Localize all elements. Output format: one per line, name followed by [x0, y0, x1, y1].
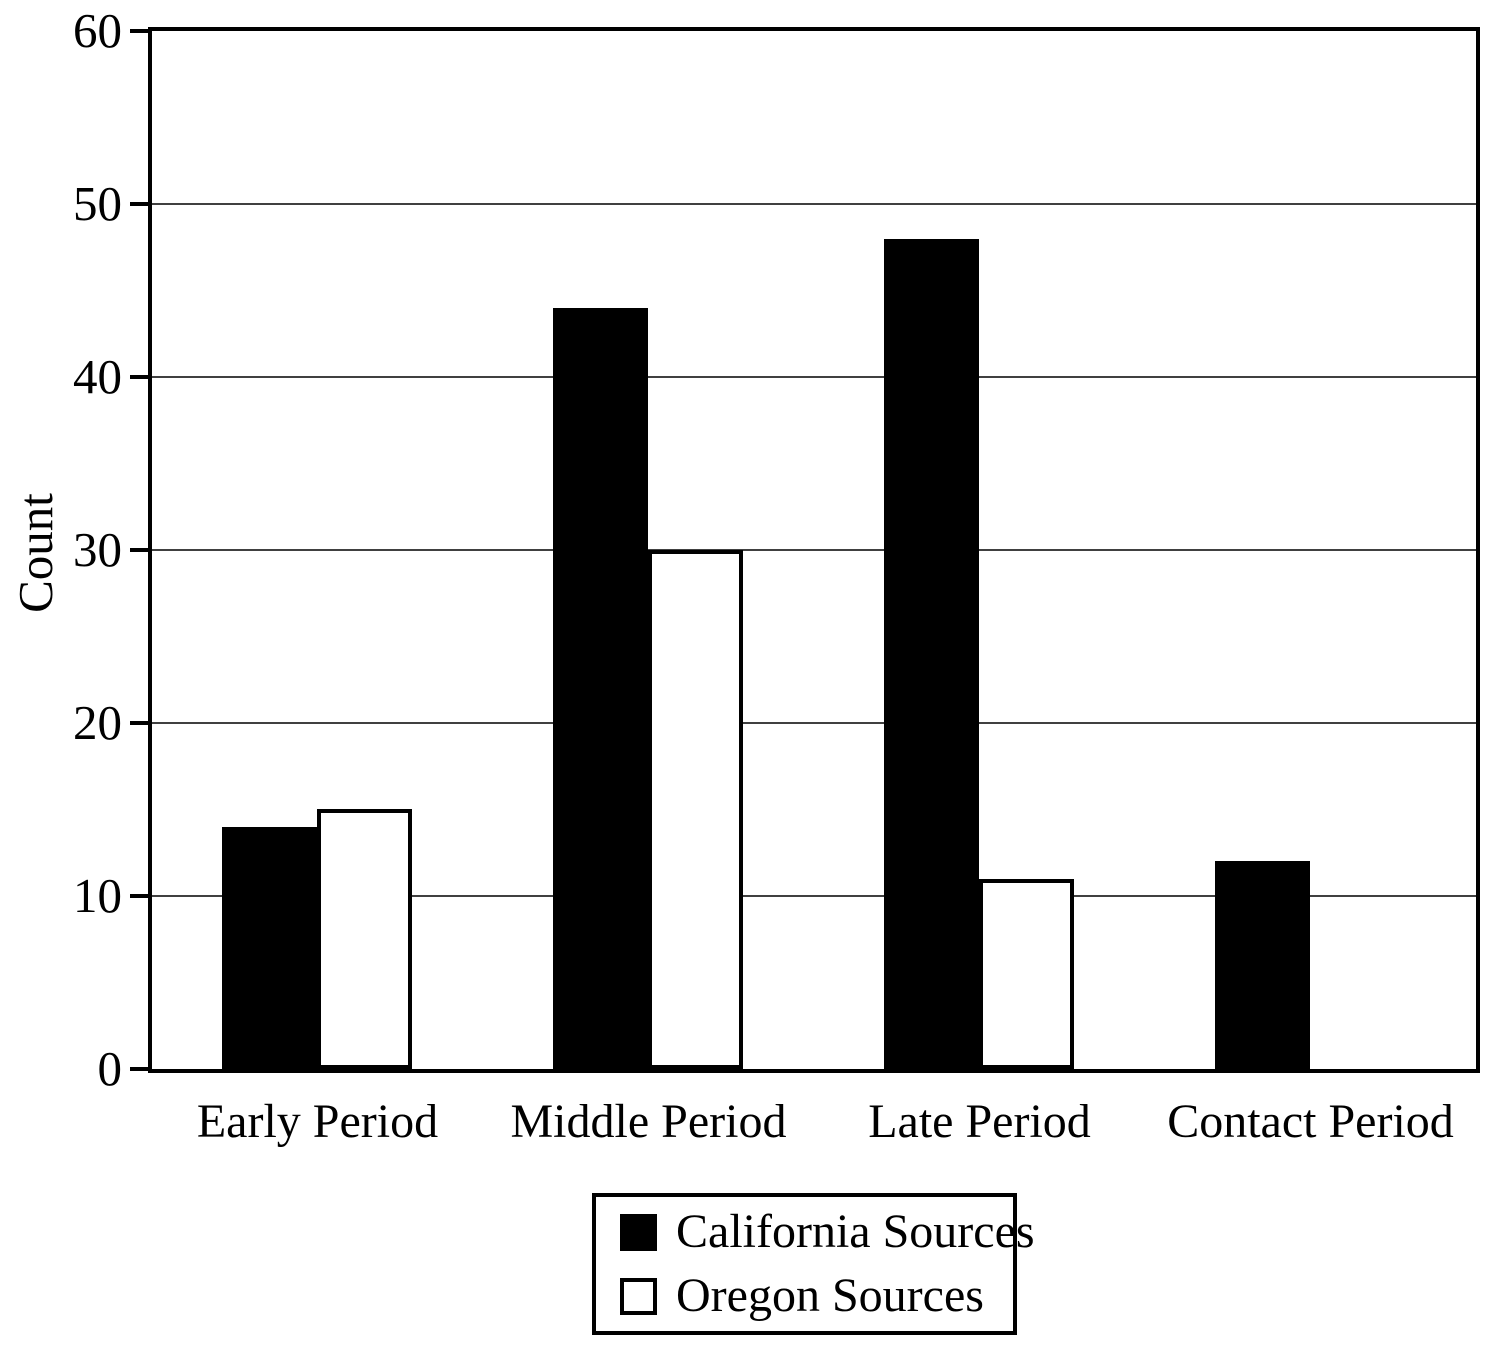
bar-california-sources-middle-period [553, 308, 648, 1069]
y-tick-label-60: 60 [73, 3, 122, 58]
y-tick-label-10: 10 [73, 868, 122, 923]
legend-label-california-sources: California Sources [676, 1205, 1035, 1258]
legend-swatch-california-sources [620, 1213, 657, 1251]
x-category-label-middle-period: Middle Period [510, 1095, 787, 1148]
legend-label-oregon-sources: Oregon Sources [676, 1269, 984, 1322]
bar-oregon-sources-early-period [317, 809, 412, 1069]
legend-row-oregon-sources: Oregon Sources [620, 1271, 1013, 1321]
bar-california-sources-early-period [222, 827, 317, 1069]
bar-oregon-sources-late-period [979, 879, 1074, 1069]
gridline-y-10 [152, 895, 1476, 897]
y-tick-20 [130, 721, 148, 725]
x-category-label-early-period: Early Period [196, 1095, 439, 1148]
gridline-y-30 [152, 549, 1476, 551]
y-tick-label-40: 40 [73, 349, 122, 404]
y-tick-label-20: 20 [73, 695, 122, 750]
y-tick-label-50: 50 [73, 176, 122, 231]
bar-california-sources-late-period [884, 239, 979, 1069]
y-tick-30 [130, 548, 148, 552]
y-tick-0 [130, 1067, 148, 1071]
y-tick-label-0: 0 [97, 1041, 123, 1096]
y-tick-10 [130, 894, 148, 898]
x-category-label-late-period: Late Period [868, 1095, 1091, 1148]
y-tick-60 [130, 29, 148, 33]
x-category-label-contact-period: Contact Period [1167, 1095, 1454, 1148]
y-tick-50 [130, 202, 148, 206]
legend-row-california-sources: California Sources [620, 1207, 1035, 1257]
legend-swatch-oregon-sources [620, 1277, 657, 1315]
legend: California Sources Oregon Sources [592, 1193, 1035, 1335]
y-tick-40 [130, 375, 148, 379]
y-tick-label-30: 30 [73, 522, 122, 577]
plot-area [148, 27, 1480, 1073]
bar-california-sources-contact-period [1215, 861, 1310, 1069]
bar-oregon-sources-middle-period [648, 550, 743, 1069]
gridline-y-50 [152, 203, 1476, 205]
gridline-y-40 [152, 376, 1476, 378]
gridline-y-20 [152, 722, 1476, 724]
